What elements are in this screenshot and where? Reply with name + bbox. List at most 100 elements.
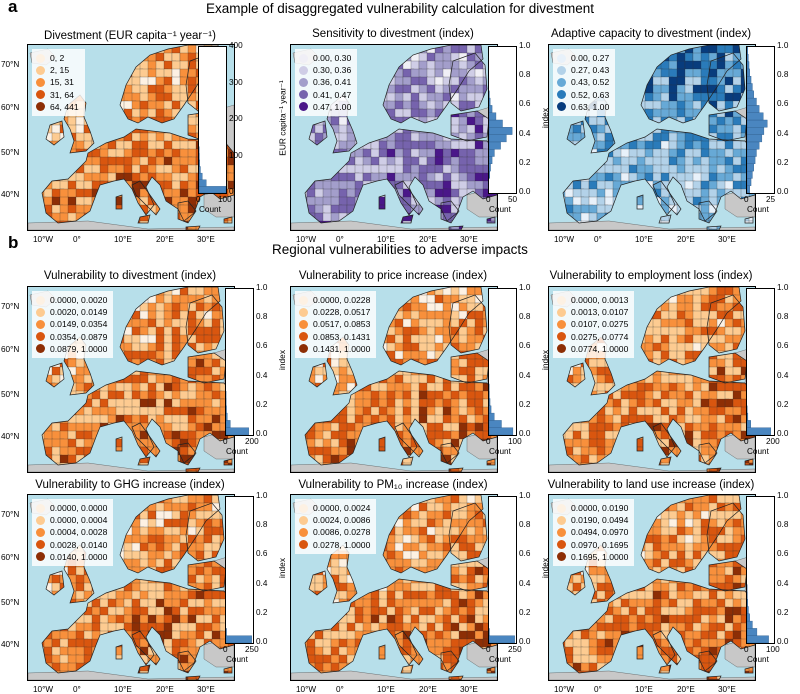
region-cell xyxy=(597,197,605,206)
legend-swatch xyxy=(557,102,566,111)
region-cell xyxy=(467,495,476,504)
histogram-bar xyxy=(489,127,512,134)
region-cell xyxy=(347,431,355,440)
region-cell xyxy=(196,495,204,504)
region-cell xyxy=(637,383,645,392)
region-cell xyxy=(621,415,629,424)
histogram-bar xyxy=(489,120,503,127)
histogram-bar xyxy=(747,113,763,120)
histogram-bar xyxy=(489,164,491,171)
hist-xtick-label: 0 xyxy=(486,195,491,204)
region-cell xyxy=(52,575,60,584)
region-cell xyxy=(685,319,693,328)
region-cell xyxy=(132,351,141,360)
legend-label: 2, 15 xyxy=(50,64,69,76)
region-cell xyxy=(148,85,157,94)
region-cell xyxy=(419,77,428,86)
histogram-bar xyxy=(489,420,501,427)
legend-label: 0.47, 1.00 xyxy=(313,101,351,113)
legend-label: 0.0140, 1.0000 xyxy=(50,551,107,563)
region-cell xyxy=(443,319,452,328)
region-cell xyxy=(581,447,589,456)
region-cell xyxy=(443,141,451,150)
region-cell xyxy=(435,295,443,304)
legend-entry: 0, 2 xyxy=(36,52,79,64)
region-cell xyxy=(645,399,654,408)
region-cell xyxy=(339,383,347,392)
region-cell xyxy=(701,77,710,86)
region-cell xyxy=(132,399,141,408)
region-cell xyxy=(709,45,717,54)
histogram-plot xyxy=(226,289,253,435)
legend-entry: 0.36, 0.41 xyxy=(299,76,351,88)
region-cell xyxy=(435,319,444,328)
region-cell xyxy=(411,141,419,150)
region-cell xyxy=(677,407,686,416)
region-cell xyxy=(60,631,69,640)
region-cell xyxy=(435,527,444,536)
region-cell xyxy=(669,157,677,166)
legend-entry: 0.00, 0.30 xyxy=(299,52,351,64)
legend-entry: 0.0149, 0.0354 xyxy=(36,318,107,330)
region-cell xyxy=(685,415,693,424)
region-cell xyxy=(709,189,718,198)
region-cell xyxy=(661,133,669,142)
lon-tick-label: 30°E xyxy=(197,235,215,244)
legend-entry: 0.0000, 0.0000 xyxy=(36,502,107,514)
legend-swatch xyxy=(557,90,566,99)
region-cell xyxy=(677,311,686,320)
histogram-bar xyxy=(747,120,767,127)
region-cell xyxy=(693,399,701,408)
hist-xlabel: Count xyxy=(226,447,248,456)
region-cell xyxy=(701,391,710,400)
histogram-bar xyxy=(747,178,751,185)
region-cell xyxy=(717,93,725,102)
region-cell xyxy=(188,319,197,328)
legend-entry: 0.0028, 0.0140 xyxy=(36,539,107,551)
region-cell xyxy=(331,423,339,432)
region-cell xyxy=(124,599,132,608)
region-cell xyxy=(661,327,669,336)
region-cell xyxy=(589,439,598,448)
region-cell xyxy=(669,391,677,400)
region-cell xyxy=(68,423,77,432)
legend-swatch xyxy=(299,344,308,353)
lat-tick-label: 60°N xyxy=(1,103,19,112)
hist-xlabel: Count xyxy=(747,205,769,214)
legend-swatch xyxy=(299,54,308,63)
region-cell xyxy=(307,197,316,206)
histogram-bar xyxy=(747,54,748,61)
region-cell xyxy=(467,287,475,296)
region-cell xyxy=(459,359,468,368)
region-cell xyxy=(331,455,340,464)
region-cell xyxy=(395,173,404,182)
region-cell xyxy=(164,551,172,560)
region-cell xyxy=(411,511,420,520)
lat-tick-label: 40°N xyxy=(1,432,19,441)
region-cell xyxy=(435,503,444,512)
histogram-bar xyxy=(489,399,490,406)
region-cell xyxy=(204,311,213,320)
region-cell xyxy=(164,559,172,568)
region-cell xyxy=(212,599,221,608)
hist-xlabel: Count xyxy=(489,205,511,214)
region-cell xyxy=(725,45,733,54)
region-cell xyxy=(204,495,212,504)
region-cell xyxy=(637,407,645,416)
histogram-bar xyxy=(747,157,755,164)
region-cell xyxy=(451,189,460,198)
region-cell xyxy=(685,157,694,166)
lat-tick-label: 50°N xyxy=(1,390,19,399)
hist-ytick-label: 100 xyxy=(229,151,243,160)
region-cell xyxy=(717,149,726,158)
region-cell xyxy=(645,391,654,400)
region-cell xyxy=(597,117,605,126)
region-cell xyxy=(188,423,196,432)
legend-entry: 0.0774, 1.0000 xyxy=(557,343,628,355)
legend-swatch xyxy=(36,528,45,537)
histogram-bar xyxy=(489,149,494,156)
region-cell xyxy=(68,663,77,672)
region-cell xyxy=(180,61,189,70)
region-cell xyxy=(172,69,180,78)
